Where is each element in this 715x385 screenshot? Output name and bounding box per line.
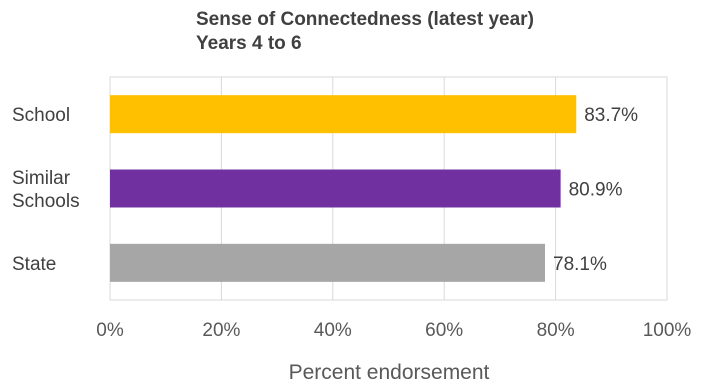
- data-label: 80.9%: [569, 180, 623, 201]
- x-tick-labels: 0% 20% 40% 60% 80% 100%: [96, 320, 691, 341]
- x-axis-title: Percent endorsement: [289, 361, 490, 384]
- category-label: Similar: [12, 168, 71, 189]
- bars: 83.7% 80.9% 78.1%: [110, 95, 638, 282]
- x-tick-label: 0%: [96, 320, 124, 341]
- chart-title: Sense of Connectedness (latest year) Year…: [196, 9, 534, 54]
- data-label: 78.1%: [553, 254, 607, 275]
- bar: [110, 95, 577, 134]
- data-label: 83.7%: [584, 105, 638, 126]
- x-tick-label: 20%: [202, 320, 240, 341]
- x-tick-label: 80%: [537, 320, 575, 341]
- bar: [110, 243, 546, 282]
- chart-title-line: Sense of Connectedness (latest year): [196, 9, 534, 30]
- chart-title-line: Years 4 to 6: [196, 33, 302, 54]
- category-label: State: [12, 254, 56, 275]
- x-tick-label: 100%: [643, 320, 692, 341]
- x-tick-label: 40%: [314, 320, 352, 341]
- bar: [110, 169, 561, 208]
- category-label: Schools: [12, 191, 80, 212]
- x-tick-label: 60%: [425, 320, 463, 341]
- category-label: School: [12, 105, 70, 126]
